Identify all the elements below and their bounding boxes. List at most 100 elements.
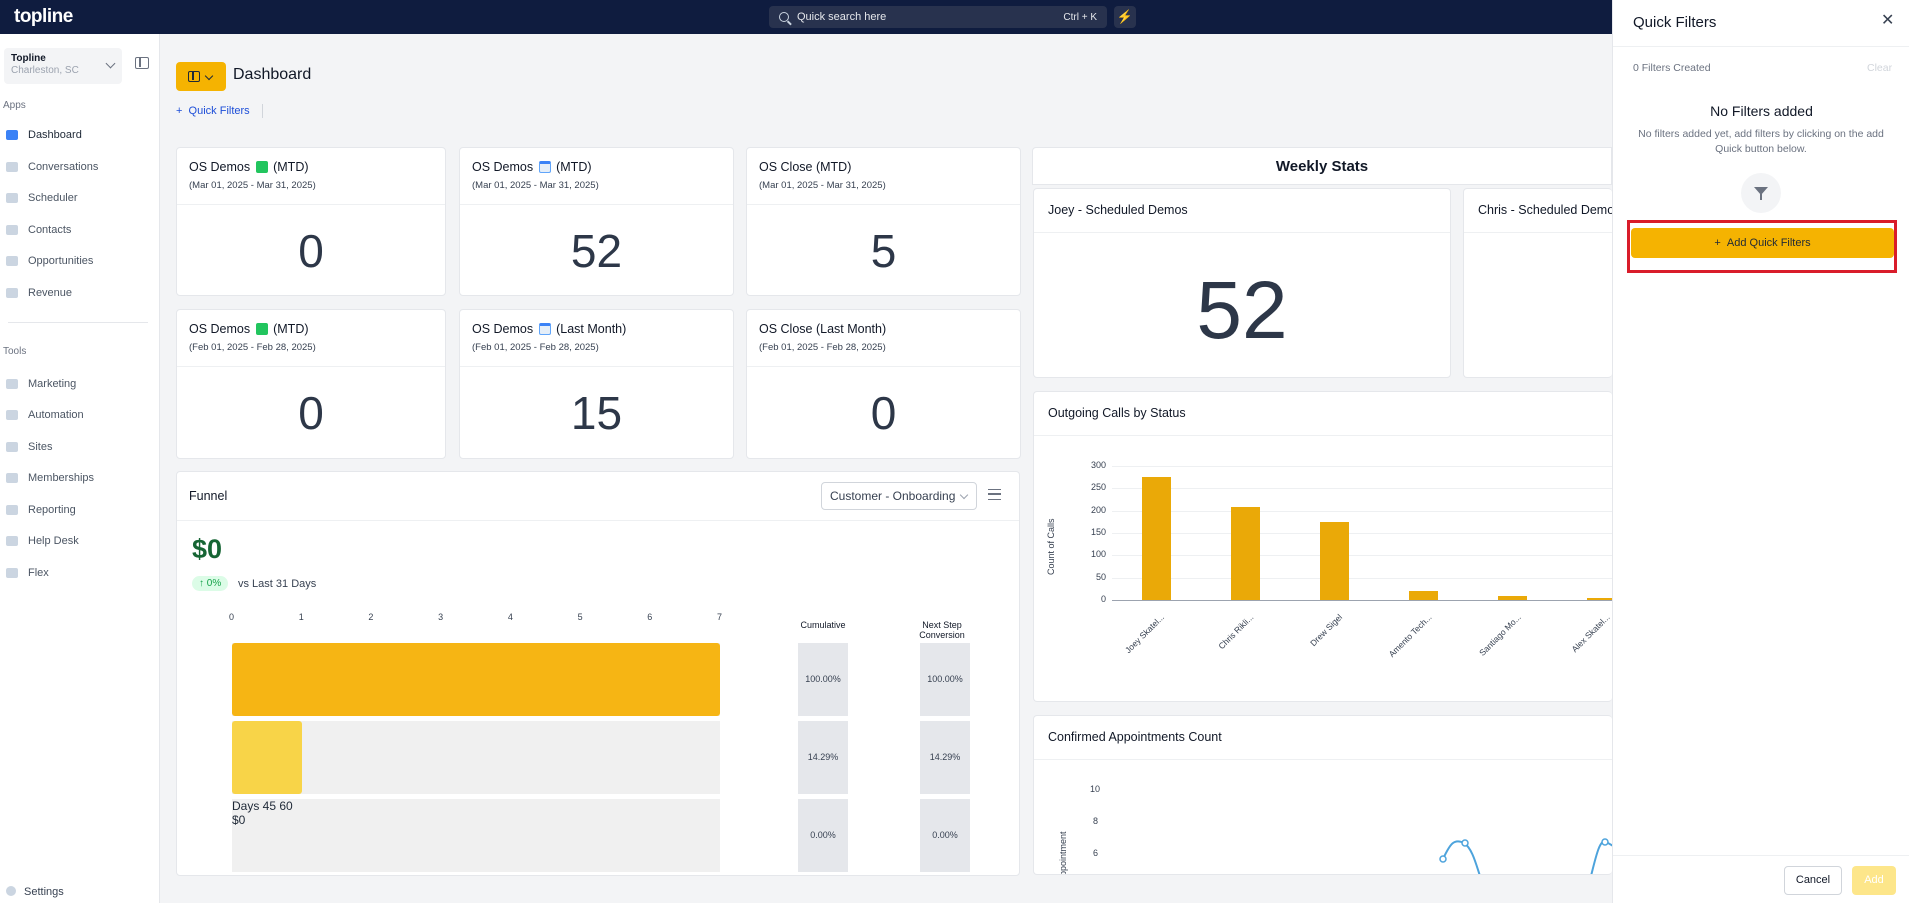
sidebar-item-dashboard[interactable]: Dashboard — [0, 124, 158, 146]
dashboard-switcher-button[interactable] — [176, 62, 226, 91]
location-switcher[interactable]: Topline Charleston, SC — [4, 48, 122, 84]
stat-card: OS Demos (MTD) (Mar 01, 2025 - Mar 31, 2… — [459, 147, 734, 296]
card-title-suffix: (MTD) — [273, 160, 309, 174]
sidebar-item-settings[interactable]: Settings — [6, 886, 64, 898]
funnel-header-divider — [177, 520, 1019, 521]
y-tick-label: 0 — [1101, 594, 1107, 604]
sidebar-item-help-desk[interactable]: Help Desk — [0, 530, 158, 552]
bar[interactable] — [1231, 507, 1260, 600]
quick-filters-panel: Quick Filters ✕ 0 Filters Created Clear … — [1612, 0, 1909, 903]
panel-footer-divider — [1613, 855, 1909, 856]
card-title: OS Demos (MTD) — [189, 160, 309, 174]
gear-icon — [6, 886, 16, 896]
logo[interactable]: topline — [14, 6, 73, 27]
card-date-range: (Feb 01, 2025 - Feb 28, 2025) — [189, 342, 316, 353]
funnel-title: Funnel — [189, 489, 228, 503]
card-title-text: OS Demos — [472, 160, 534, 174]
weekly-stats-title: Weekly Stats — [1032, 147, 1612, 185]
sidebar-item-label: Scheduler — [28, 192, 78, 204]
pie-chart-icon — [6, 505, 18, 515]
clear-button[interactable]: Clear — [1867, 62, 1893, 74]
card-title: OS Demos (MTD) — [472, 160, 592, 174]
user-icon — [6, 225, 18, 235]
help-icon — [6, 536, 18, 546]
funnel-stage-row[interactable]: Kickoff Call Scheduled$1.79K — [232, 643, 720, 716]
line-chart — [1439, 838, 1612, 874]
calendar-icon — [6, 193, 18, 203]
sidebar-item-flex[interactable]: Flex — [0, 562, 158, 584]
calendar-icon — [538, 323, 551, 335]
sidebar-item-label: Revenue — [28, 287, 73, 299]
card-title: Chris - Scheduled Demos — [1478, 203, 1612, 217]
bar[interactable] — [1320, 522, 1349, 600]
comparison-label: vs Last 31 Days — [238, 578, 317, 590]
series-line — [1441, 840, 1481, 874]
next-step-cell: 14.29% — [920, 721, 970, 794]
bar[interactable] — [1498, 595, 1527, 600]
data-point — [1601, 838, 1609, 846]
next-step-cell: 100.00% — [920, 643, 970, 716]
joey-demos-card: Joey - Scheduled Demos 52 — [1033, 188, 1451, 378]
sidebar-item-label: Marketing — [28, 378, 77, 390]
search-icon — [779, 12, 789, 22]
series-line — [1590, 840, 1612, 874]
panel-title: Quick Filters — [1633, 14, 1717, 31]
apps-section-label: Apps — [3, 100, 26, 111]
lightning-icon[interactable]: ⚡ — [1114, 6, 1136, 28]
sidebar-item-automation[interactable]: Automation — [0, 404, 158, 426]
page-title: Dashboard — [233, 66, 312, 83]
settings-label: Settings — [24, 886, 64, 898]
funnel-card: Funnel Customer - Onboarding $0 ↑ 0% vs … — [176, 471, 1020, 876]
sidebar-item-reporting[interactable]: Reporting — [0, 499, 158, 521]
sidebar-item-memberships[interactable]: Memberships — [0, 467, 158, 489]
y-tick-label: 6 — [1093, 848, 1099, 858]
bar[interactable] — [1587, 597, 1612, 600]
x-tick-label: 5 — [577, 612, 583, 622]
megaphone-icon — [6, 379, 18, 389]
add-quick-filters-button[interactable]: + Add Quick Filters — [1631, 228, 1894, 258]
sidebar-item-contacts[interactable]: Contacts — [0, 219, 158, 241]
card-value: 15 — [570, 387, 623, 439]
funnel-stage-row[interactable]: Days 15 30$0 — [232, 721, 720, 794]
stage-name: Days 15 30 — [232, 721, 720, 735]
card-date-range: (Mar 01, 2025 - Mar 31, 2025) — [472, 180, 599, 191]
pipeline-select[interactable]: Customer - Onboarding — [821, 482, 977, 510]
sidebar-item-label: Conversations — [28, 161, 99, 173]
x-tick-label: 1 — [298, 612, 304, 622]
sidebar-item-scheduler[interactable]: Scheduler — [0, 187, 158, 209]
funnel-stage-row[interactable]: Days 45 60 $0 — [232, 799, 720, 872]
y-tick-label: 300 — [1091, 460, 1107, 470]
sidebar-item-marketing[interactable]: Marketing — [0, 373, 158, 395]
bar[interactable] — [1409, 591, 1438, 600]
x-tick-label: 0 — [229, 612, 235, 622]
data-point — [1439, 855, 1447, 863]
location-city: Charleston, SC — [11, 65, 79, 76]
sidebar-item-opportunities[interactable]: Opportunities — [0, 250, 158, 272]
sidebar-item-conversations[interactable]: Conversations — [0, 156, 158, 178]
highlight-outline — [1627, 220, 1897, 273]
quick-filters-link[interactable]: + Quick Filters — [176, 104, 263, 118]
x-tick-label: Amento Tech... — [1386, 612, 1434, 660]
card-divider — [177, 366, 445, 367]
gear-icon — [6, 410, 18, 420]
card-value: 52 — [1196, 265, 1288, 356]
bar[interactable] — [1142, 476, 1171, 600]
sidebar-item-revenue[interactable]: Revenue — [0, 282, 158, 304]
chris-demos-card: Chris - Scheduled Demos — [1463, 188, 1612, 378]
cumulative-header: Cumulative — [800, 620, 846, 630]
sidebar-item-label: Dashboard — [28, 129, 82, 141]
card-divider — [1034, 759, 1612, 760]
close-icon[interactable]: ✕ — [1881, 12, 1895, 29]
stage-name: Days 45 60 — [232, 799, 293, 813]
add-button[interactable]: Add — [1852, 866, 1896, 895]
stage-value: $0 — [232, 813, 246, 827]
filters-count: 0 Filters Created — [1633, 62, 1711, 74]
sidebar-collapse-icon[interactable] — [135, 57, 149, 69]
filter-settings-icon[interactable] — [988, 489, 1001, 500]
sidebar-item-sites[interactable]: Sites — [0, 436, 158, 458]
sidebar-item-label: Flex — [28, 567, 49, 579]
x-tick-label: 6 — [647, 612, 653, 622]
cancel-button[interactable]: Cancel — [1784, 866, 1842, 895]
quick-filters-link-label: Quick Filters — [188, 105, 250, 117]
search-input[interactable]: Quick search here Ctrl + K — [769, 6, 1107, 28]
